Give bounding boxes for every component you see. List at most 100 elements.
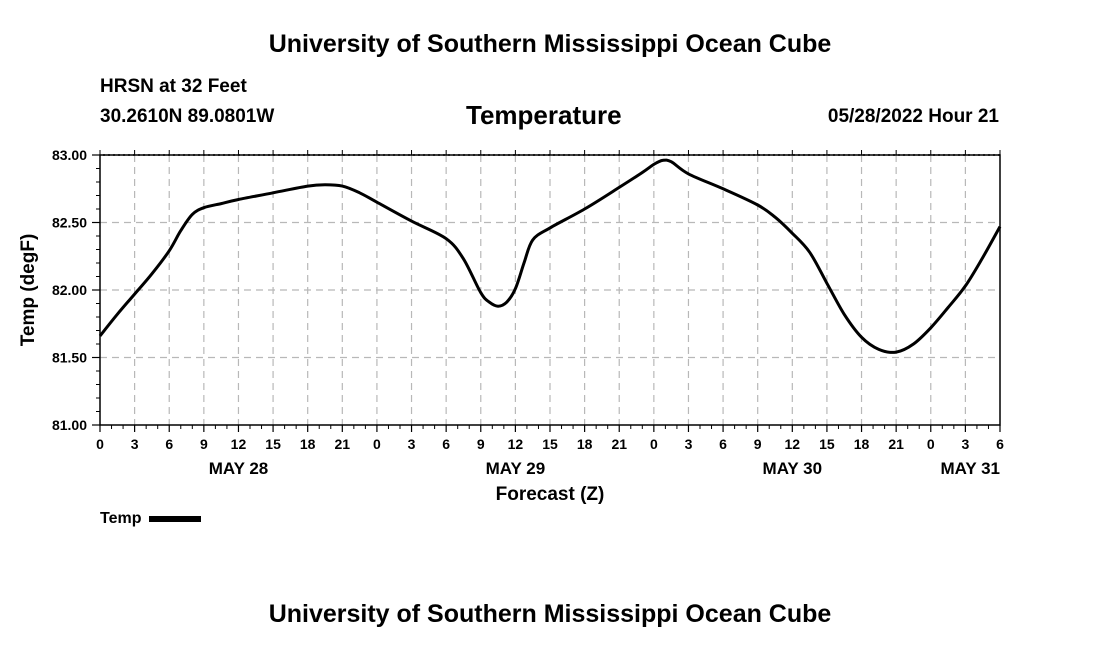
top-border-dot — [578, 154, 580, 156]
top-border-dot — [968, 154, 970, 156]
x-tick-label: 12 — [785, 436, 801, 452]
top-border-dot — [598, 154, 600, 156]
day-label: MAY 29 — [486, 459, 546, 478]
top-border-dot — [223, 154, 225, 156]
top-border-dot — [593, 154, 595, 156]
top-border-dot — [513, 154, 515, 156]
top-border-dot — [743, 154, 745, 156]
top-border-dot — [878, 154, 880, 156]
top-border-dot — [703, 154, 705, 156]
top-border-dot — [163, 154, 165, 156]
top-border-dot — [303, 154, 305, 156]
top-border-dot — [958, 154, 960, 156]
x-tick-label: 15 — [542, 436, 558, 452]
top-border-dot — [843, 154, 845, 156]
top-border-dot — [568, 154, 570, 156]
top-border-dot — [933, 154, 935, 156]
top-border-dot — [923, 154, 925, 156]
top-border-dot — [218, 154, 220, 156]
top-border-dot — [663, 154, 665, 156]
x-tick-label: 0 — [927, 436, 935, 452]
top-border-dot — [403, 154, 405, 156]
top-border-dot — [698, 154, 700, 156]
x-tick-label: 0 — [650, 436, 658, 452]
top-border-dot — [323, 154, 325, 156]
x-tick-label: 6 — [165, 436, 173, 452]
x-tick-label: 15 — [819, 436, 835, 452]
top-border-dot — [188, 154, 190, 156]
page-title-bottom: University of Southern Mississippi Ocean… — [268, 600, 832, 628]
top-border-dot — [168, 154, 170, 156]
top-border-dot — [208, 154, 210, 156]
top-border-dot — [838, 154, 840, 156]
top-border-dot — [963, 154, 965, 156]
top-border-dot — [833, 154, 835, 156]
top-border-dot — [378, 154, 380, 156]
top-border-dot — [818, 154, 820, 156]
top-border-dot — [348, 154, 350, 156]
top-border-dot — [858, 154, 860, 156]
top-border-dot — [738, 154, 740, 156]
top-border-dot — [228, 154, 230, 156]
top-border-dot — [143, 154, 145, 156]
top-border-dot — [318, 154, 320, 156]
top-border-dot — [408, 154, 410, 156]
top-border-dot — [253, 154, 255, 156]
top-border-dot — [273, 154, 275, 156]
top-border-dot — [648, 154, 650, 156]
top-border-dot — [808, 154, 810, 156]
top-border-dot — [488, 154, 490, 156]
x-tick-label: 9 — [477, 436, 485, 452]
top-border-dot — [423, 154, 425, 156]
top-border-dot — [953, 154, 955, 156]
coordinates-label: 30.2610N 89.0801W — [100, 106, 275, 127]
top-border-dot — [913, 154, 915, 156]
x-tick-label: 18 — [300, 436, 316, 452]
top-border-dot — [683, 154, 685, 156]
top-border-dot — [453, 154, 455, 156]
top-border-dot — [538, 154, 540, 156]
top-border-dot — [883, 154, 885, 156]
top-border-dot — [523, 154, 525, 156]
x-tick-label: 3 — [131, 436, 139, 452]
top-border-dot — [788, 154, 790, 156]
top-border-dot — [298, 154, 300, 156]
top-border-dot — [533, 154, 535, 156]
top-border-dot — [308, 154, 310, 156]
top-border-dot — [768, 154, 770, 156]
top-border-dot — [123, 154, 125, 156]
top-border-dot — [448, 154, 450, 156]
top-border-dot — [688, 154, 690, 156]
top-border-dot — [103, 154, 105, 156]
top-border-dot — [628, 154, 630, 156]
top-border-dot — [243, 154, 245, 156]
top-border-dot — [728, 154, 730, 156]
top-border-dot — [978, 154, 980, 156]
top-border-dot — [268, 154, 270, 156]
top-border-dot — [158, 154, 160, 156]
top-border-dots — [103, 154, 1000, 156]
top-border-dot — [633, 154, 635, 156]
top-border-dot — [368, 154, 370, 156]
top-border-dot — [418, 154, 420, 156]
x-tick-label: 18 — [854, 436, 870, 452]
top-border-dot — [793, 154, 795, 156]
top-border-dot — [353, 154, 355, 156]
top-border-dot — [338, 154, 340, 156]
top-border-dot — [943, 154, 945, 156]
top-border-dot — [863, 154, 865, 156]
top-border-dot — [928, 154, 930, 156]
top-border-dot — [133, 154, 135, 156]
x-tick-label: 15 — [265, 436, 281, 452]
top-border-dot — [983, 154, 985, 156]
top-border-dot — [783, 154, 785, 156]
top-border-dot — [668, 154, 670, 156]
x-tick-label: 0 — [96, 436, 104, 452]
top-border-dot — [388, 154, 390, 156]
top-border-dot — [563, 154, 565, 156]
top-border-dot — [998, 154, 1000, 156]
top-border-dot — [603, 154, 605, 156]
top-border-dot — [463, 154, 465, 156]
top-border-dot — [798, 154, 800, 156]
top-border-dot — [138, 154, 140, 156]
